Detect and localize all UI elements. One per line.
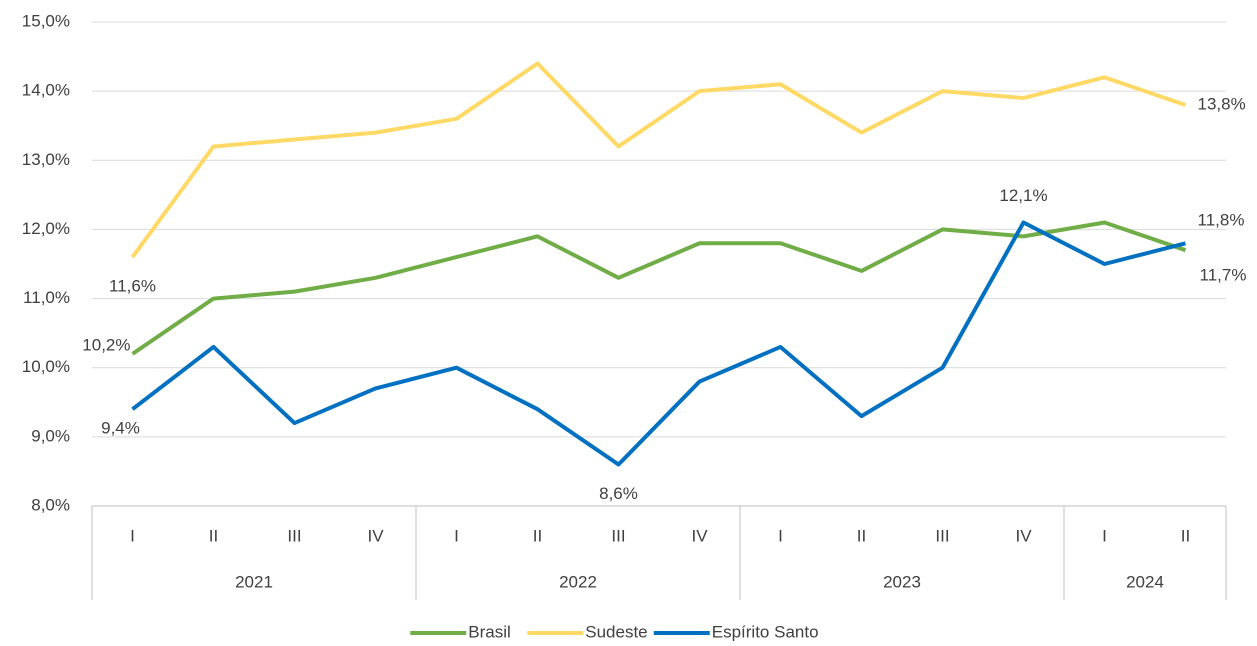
y-tick-label: 8,0% xyxy=(31,495,70,514)
x-group-label: 2024 xyxy=(1126,572,1164,591)
series-line xyxy=(131,220,1186,467)
data-label: 11,6% xyxy=(109,277,156,296)
series-line xyxy=(131,220,1187,356)
legend-label: Brasil xyxy=(468,622,511,641)
x-tick-label: IV xyxy=(367,526,384,545)
y-tick-label: 13,0% xyxy=(22,150,70,169)
x-tick-label: II xyxy=(857,526,866,545)
x-group-label: 2023 xyxy=(883,572,921,591)
y-tick-label: 14,0% xyxy=(22,81,70,100)
x-tick-label: III xyxy=(287,526,301,545)
data-label: 8,6% xyxy=(599,484,638,503)
y-tick-label: 9,0% xyxy=(31,426,70,445)
y-tick-label: 11,0% xyxy=(23,288,70,307)
x-tick-label: I xyxy=(1102,526,1107,545)
x-group-label: 2021 xyxy=(235,572,273,591)
legend-label: Sudeste xyxy=(585,622,647,641)
x-group-label: 2022 xyxy=(559,572,597,591)
data-label: 9,4% xyxy=(101,419,140,438)
x-tick-label: III xyxy=(935,526,949,545)
data-label: 11,7% xyxy=(1200,266,1247,285)
x-tick-label: IV xyxy=(691,526,708,545)
x-tick-label: I xyxy=(778,526,783,545)
series-line xyxy=(130,61,1187,259)
data-label: 10,2% xyxy=(82,335,130,354)
data-label: 12,1% xyxy=(999,186,1047,205)
x-tick-label: II xyxy=(209,526,218,545)
y-tick-label: 10,0% xyxy=(22,357,70,376)
x-tick-label: I xyxy=(454,526,459,545)
data-label: 13,8% xyxy=(1198,94,1246,113)
x-tick-label: II xyxy=(533,526,542,545)
y-tick-label: 12,0% xyxy=(22,219,70,238)
x-tick-label: I xyxy=(130,526,135,545)
legend-label: Espírito Santo xyxy=(712,622,819,641)
x-tick-label: IV xyxy=(1015,526,1032,545)
x-tick-label: III xyxy=(611,526,625,545)
y-tick-label: 15,0% xyxy=(22,11,70,30)
x-tick-label: II xyxy=(1181,526,1190,545)
data-label: 11,8% xyxy=(1198,211,1245,230)
